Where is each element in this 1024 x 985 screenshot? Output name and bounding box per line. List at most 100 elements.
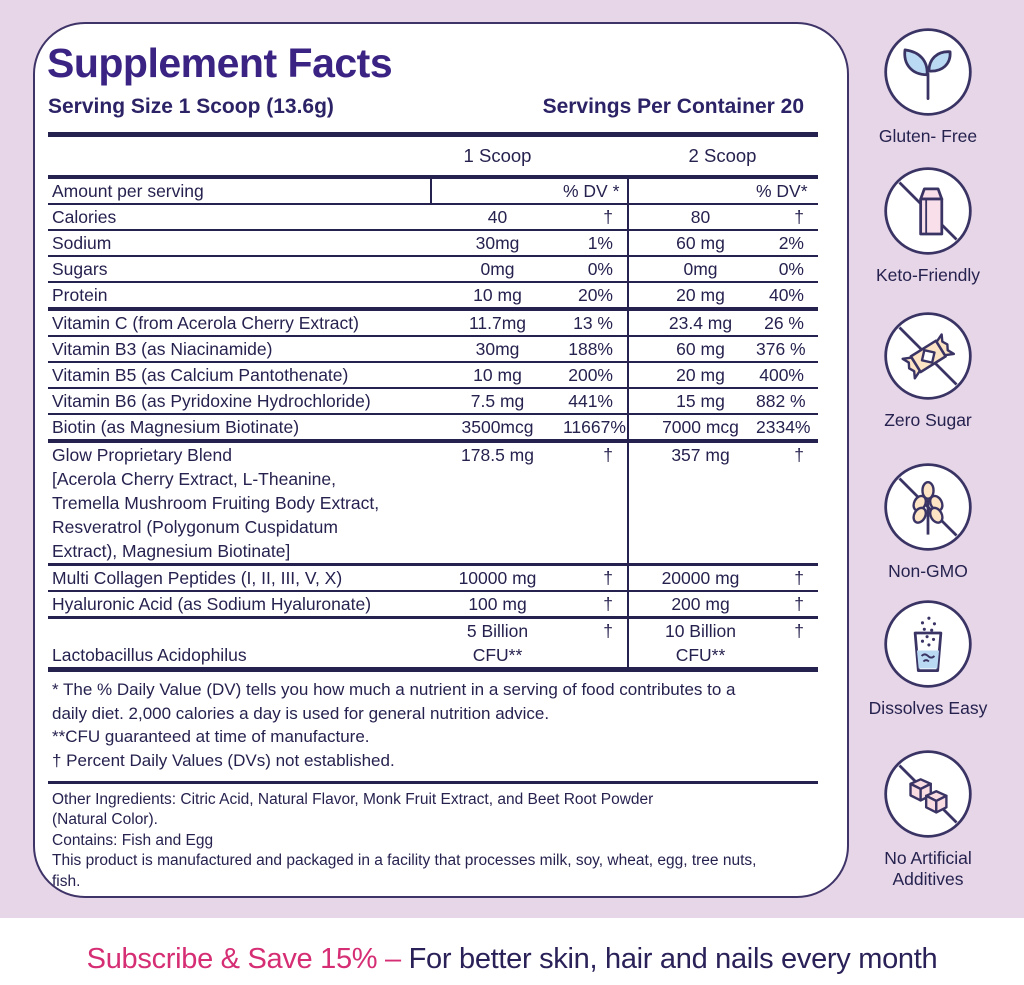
empty-cell xyxy=(627,179,756,203)
table-cell-dv1: 188% xyxy=(563,337,627,361)
badge-column: Gluten- Free Keto-Friendly xyxy=(858,22,998,902)
other-ingredients-line: fish. xyxy=(52,872,81,890)
dv-header-1: % DV * xyxy=(563,181,620,201)
cell-line: 5 Billion xyxy=(466,621,529,641)
cell-line: † xyxy=(603,621,613,641)
other-ingredients-line: Contains: Fish and Egg xyxy=(52,831,214,849)
table-cell-name: Calories xyxy=(48,205,432,229)
badge-label: Dissolves Easy xyxy=(868,698,988,718)
table-cell-amt1: 40 xyxy=(432,205,563,229)
table-cell-amt2: 0mg xyxy=(627,257,756,281)
serving-info-row: Serving Size 1 Scoop (13.6g) Servings Pe… xyxy=(48,94,804,120)
cell-line: 2334% xyxy=(756,417,811,437)
badge-gluten-free: Gluten- Free xyxy=(858,26,998,147)
column-header-2-scoop: 2 Scoop xyxy=(688,145,757,166)
cell-line: 11667% xyxy=(563,417,626,437)
cell-line: Sodium xyxy=(52,233,112,253)
cell-line: † xyxy=(603,594,613,614)
cell-line: 441% xyxy=(568,391,613,411)
cell-line: 40% xyxy=(768,285,804,305)
cell-line: 10000 mg xyxy=(458,568,537,588)
table-cell-amt2: 20 mg xyxy=(627,283,756,307)
cell-line: Lactobacillus Acidophilus xyxy=(52,645,247,665)
table-cell-dv2: 376 % xyxy=(756,337,818,361)
cell-line: 0% xyxy=(587,259,613,279)
table-row: Hyaluronic Acid (as Sodium Hyaluronate) 1… xyxy=(48,592,818,619)
table-row: Glow Proprietary Blend [Acerola Cherry Ex… xyxy=(48,443,818,566)
table-cell-amt2: 23.4 mg xyxy=(627,311,756,335)
table-cell-name: Vitamin B5 (as Calcium Pantothenate) xyxy=(48,363,432,387)
badge-label: No Artificial Additives xyxy=(884,848,972,889)
cell-line: 376 % xyxy=(756,339,806,359)
table-cell-dv2: † xyxy=(756,592,818,616)
cell-line: 23.4 mg xyxy=(668,313,733,333)
cell-line: † xyxy=(794,445,804,465)
cell-line: 10 mg xyxy=(473,285,522,305)
badge-label: Keto-Friendly xyxy=(875,265,981,285)
badge-no-artificial-additives: No Artificial Additives xyxy=(858,748,998,890)
cell-line: † xyxy=(794,568,804,588)
table-cell-dv2: † xyxy=(756,619,818,667)
cell-line: Resveratrol (Polygonum Cuspidatum xyxy=(52,517,338,537)
table-row: Vitamin B3 (as Niacinamide) 30mg 188% 60 mg… xyxy=(48,337,818,363)
cell-line: 0% xyxy=(778,259,804,279)
cell-line: Vitamin B3 (as Niacinamide) xyxy=(52,339,273,359)
badge-zero-sugar: Zero Sugar xyxy=(858,310,998,431)
column-header-1-scoop: 1 Scoop xyxy=(463,145,532,166)
table-cell-amt1: 100 mg xyxy=(432,592,563,616)
table-cell-amt2: 200 mg xyxy=(627,592,756,616)
table-cell-name: Sodium xyxy=(48,231,432,255)
other-ingredients-line: This product is manufactured and package… xyxy=(52,852,757,869)
cell-line: 178.5 mg xyxy=(461,445,534,465)
cell-line: 60 mg xyxy=(676,339,725,359)
cell-line: [Acerola Cherry Extract, L-Theanine, xyxy=(52,469,337,489)
table-cell-dv1: 200% xyxy=(563,363,627,387)
cell-line: 200 mg xyxy=(671,594,730,614)
table-cell-amt2: 7000 mcg xyxy=(627,415,756,439)
cell-line: 10 mg xyxy=(473,365,522,385)
cell-line: 7.5 mg xyxy=(470,391,525,411)
cell-line: 20% xyxy=(577,285,613,305)
badge-non-gmo: Non-GMO xyxy=(858,461,998,582)
table-row: Multi Collagen Peptides (I, II, III, V, … xyxy=(48,566,818,592)
dissolving-glass-icon xyxy=(884,600,972,688)
other-ingredients-line: Other Ingredients: Citric Acid, Natural … xyxy=(52,790,654,808)
table-cell-amt1: 30mg xyxy=(432,231,563,255)
no-sugar-cubes-icon xyxy=(884,750,972,838)
cell-line: Vitamin B6 (as Pyridoxine Hydrochloride) xyxy=(52,391,371,411)
cell-line: 30mg xyxy=(475,339,520,359)
table-row: Biotin (as Magnesium Biotinate) 3500mcg 11… xyxy=(48,415,818,443)
table-cell-dv1: 20% xyxy=(563,283,627,307)
cell-line: Vitamin C (from Acerola Cherry Extract) xyxy=(52,313,359,333)
footer-bar: Subscribe & Save 15% – For better skin, … xyxy=(0,918,1024,985)
cell-line: Calories xyxy=(52,207,117,227)
amount-per-serving-header: Amount per serving xyxy=(48,179,432,203)
no-dairy-icon xyxy=(884,167,972,255)
cell-line: 11.7mg xyxy=(468,313,527,333)
footnote-line: **CFU guaranteed at time of manufacture. xyxy=(52,727,370,746)
table-row: Vitamin C (from Acerola Cherry Extract) 1… xyxy=(48,311,818,337)
facts-table-body: Calories 40 † 80 † Sodium 30mg 1% 60 mg 2% Sugars 0… xyxy=(48,205,834,667)
table-cell-dv2: 2% xyxy=(756,231,818,255)
table-cell-dv2: 400% xyxy=(756,363,818,387)
serving-size-text: Serving Size 1 Scoop (13.6g) xyxy=(48,95,334,118)
cell-line: † xyxy=(603,568,613,588)
table-cell-dv2: 2334% xyxy=(756,415,818,439)
table-row: Lactobacillus Acidophilus 5 Billion CFU** †… xyxy=(48,619,818,667)
cell-line: † xyxy=(603,207,613,227)
cell-line: Tremella Mushroom Fruiting Body Extract, xyxy=(52,493,380,513)
table-cell-amt1: 7.5 mg xyxy=(432,389,563,413)
cell-line: 2% xyxy=(778,233,804,253)
footnote-line: * The % Daily Value (DV) tells you how m… xyxy=(52,680,736,699)
table-row: Sodium 30mg 1% 60 mg 2% xyxy=(48,231,818,257)
cell-line: 3500mcg xyxy=(461,417,534,437)
cell-line: † xyxy=(794,594,804,614)
cell-line: Vitamin B5 (as Calcium Pantothenate) xyxy=(52,365,349,385)
table-cell-dv2: 40% xyxy=(756,283,818,307)
table-row: Vitamin B5 (as Calcium Pantothenate) 10 m… xyxy=(48,363,818,389)
table-cell-amt2: 80 xyxy=(627,205,756,229)
table-cell-name: Sugars xyxy=(48,257,432,281)
cell-line: 0mg xyxy=(480,259,515,279)
divider-rule xyxy=(48,781,818,784)
table-cell-dv1: † xyxy=(563,592,627,616)
